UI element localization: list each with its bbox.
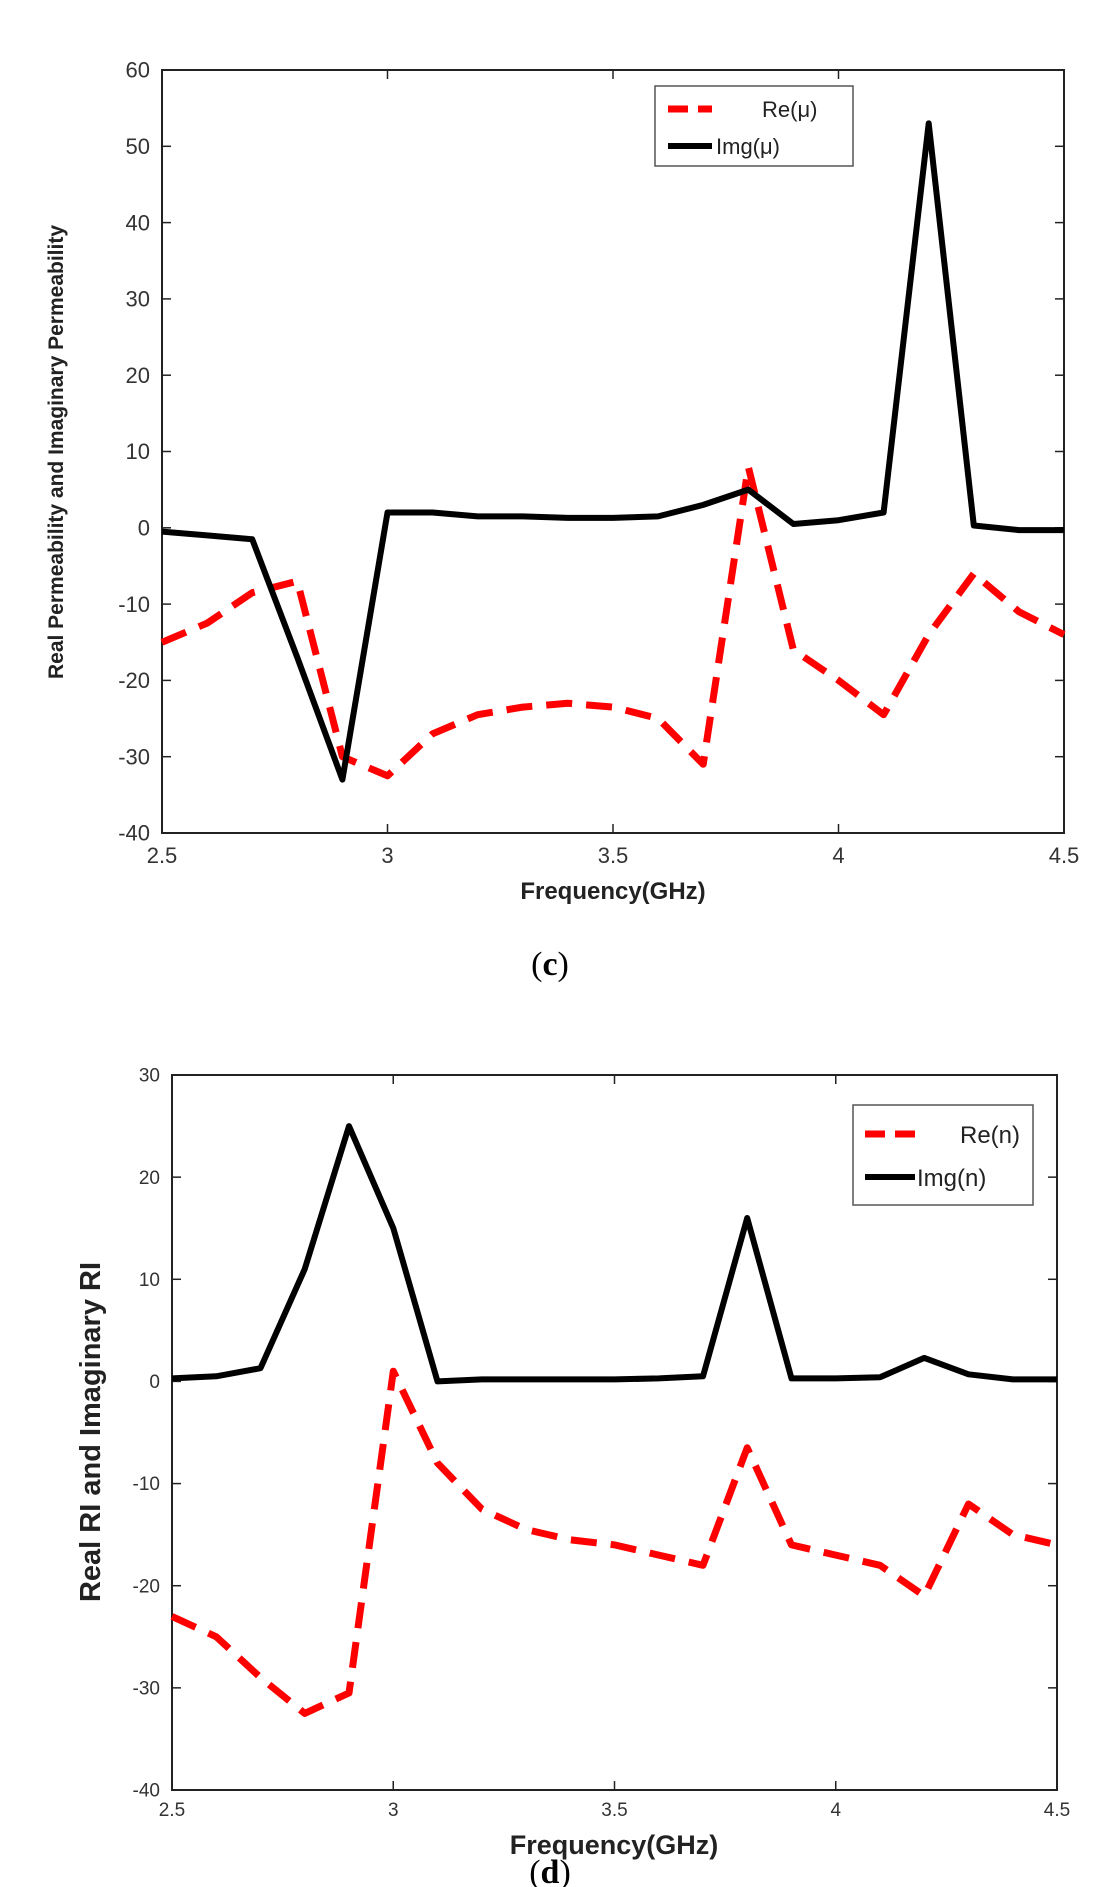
chart-c-ytick-label: 10: [126, 439, 150, 464]
chart-c-xtick-label: 2.5: [147, 843, 178, 868]
chart-d: -40 -30 -20 -10 0 10 20 30 2.5 3 3.5 4 4.5 Frequenc…: [75, 1066, 1070, 1887]
chart-d-ytick-label: -10: [133, 1474, 160, 1495]
chart-d-ytick-label: 10: [139, 1270, 160, 1291]
chart-c-ytick-label: 0: [138, 516, 150, 541]
chart-c-legend: Re(μ) Img(μ): [654, 85, 854, 167]
chart-c: -40 -30 -20 -10 0 10 20 30 40 50 60 2.5 3 3.5 4 4.5 Fr…: [45, 58, 1079, 983]
chart-d-legend: Re(n) Img(n): [852, 1104, 1034, 1206]
chart-d-ytick-label: -20: [133, 1576, 160, 1597]
chart-c-xlabel: Frequency(GHz): [520, 878, 705, 905]
chart-d-xtick-label: 3.5: [601, 1800, 627, 1821]
chart-d-ytick-label: 0: [149, 1372, 160, 1393]
chart-c-ytick-label: -30: [118, 744, 150, 769]
chart-c-x-axis: 2.5 3 3.5 4 4.5: [147, 70, 1080, 868]
chart-c-xtick-label: 4.5: [1049, 843, 1080, 868]
chart-c-xtick-label: 3: [381, 843, 393, 868]
chart-d-panel-label: (d): [529, 1854, 571, 1887]
chart-d-legend-label-img: Img(n): [917, 1165, 986, 1192]
chart-d-panel-letter: d: [541, 1854, 560, 1887]
chart-c-legend-label-re: Re(μ): [762, 97, 817, 122]
chart-c-panel-label: (c): [531, 946, 569, 983]
chart-d-y-axis: -40 -30 -20 -10 0 10 20 30: [133, 1066, 1057, 1802]
chart-d-ytick-label: -40: [133, 1781, 160, 1802]
chart-c-series: [160, 120, 1066, 783]
chart-c-ytick-label: -10: [118, 592, 150, 617]
chart-c-ytick-label: 20: [126, 363, 150, 388]
chart-c-ytick-label: 50: [126, 134, 150, 159]
chart-c-plot-area: [161, 69, 1065, 834]
chart-c-ytick-label: 60: [126, 58, 150, 83]
chart-d-ytick-label: 20: [139, 1168, 160, 1189]
chart-d-ytick-label: 30: [139, 1066, 160, 1087]
chart-c-ytick-label: -40: [118, 821, 150, 846]
chart-c-ytick-label: 30: [126, 287, 150, 312]
chart-d-series-real-line: [170, 1367, 1058, 1717]
chart-d-series-imaginary-line: [171, 1123, 1057, 1385]
chart-d-xtick-label: 2.5: [159, 1800, 185, 1821]
chart-c-ytick-label: -20: [118, 668, 150, 693]
chart-d-xtick-label: 4.5: [1044, 1800, 1070, 1821]
chart-d-x-axis: 2.5 3 3.5 4 4.5: [159, 1075, 1070, 1821]
chart-d-series: [170, 1123, 1058, 1717]
chart-c-xtick-label: 4: [832, 843, 844, 868]
chart-d-legend-label-re: Re(n): [960, 1122, 1020, 1149]
chart-d-xtick-label: 4: [830, 1800, 841, 1821]
chart-c-ylabel: Real Permeability and Imaginary Permeabi…: [45, 225, 68, 679]
chart-d-xtick-label: 3: [388, 1800, 399, 1821]
chart-d-ylabel: Real RI and Imaginary RI: [75, 1262, 107, 1602]
chart-d-xlabel: Frequency(GHz): [510, 1830, 719, 1860]
chart-c-series-real-line: [160, 463, 1066, 780]
chart-d-ytick-label: -30: [133, 1679, 160, 1700]
chart-c-panel-letter: c: [542, 946, 557, 983]
chart-c-ytick-label: 40: [126, 210, 150, 235]
chart-c-series-imaginary-line: [161, 120, 1064, 783]
chart-c-xtick-label: 3.5: [598, 843, 629, 868]
chart-c-legend-label-img: Img(μ): [716, 134, 780, 159]
chart-c-legend-box: [654, 85, 854, 167]
chart-d-legend-box: [852, 1104, 1034, 1206]
chart-c-y-axis: -40 -30 -20 -10 0 10 20 30 40 50 60: [118, 58, 1064, 846]
